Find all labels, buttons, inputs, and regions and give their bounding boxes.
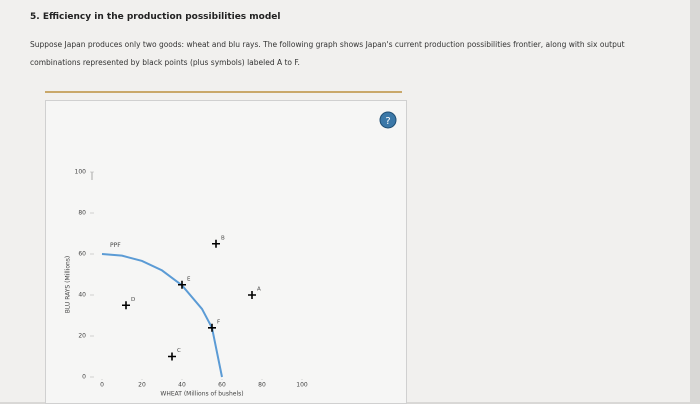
divider xyxy=(45,91,402,93)
help-button[interactable] xyxy=(379,111,397,129)
intro-text: Suppose Japan produces only two goods: w… xyxy=(30,40,625,67)
point-label: C xyxy=(177,348,181,354)
point xyxy=(248,291,256,299)
point-label: B xyxy=(221,235,225,241)
chart-box xyxy=(45,100,407,404)
x-axis-title: WHEAT (Millions of bushels) xyxy=(160,391,243,398)
point xyxy=(212,239,220,248)
x-tick-label: 0 xyxy=(100,382,104,389)
x-tick-label: 100 xyxy=(296,382,308,389)
ppf-curve xyxy=(101,253,223,378)
y-tick-label: 20 xyxy=(78,333,86,340)
point-label: D xyxy=(131,297,135,303)
point xyxy=(178,280,186,289)
point xyxy=(122,301,130,310)
point xyxy=(208,323,216,332)
point xyxy=(168,352,176,361)
point-label: E xyxy=(187,276,191,282)
curve-label: PPF xyxy=(110,242,121,249)
point-label: F xyxy=(217,319,220,325)
point-label: A xyxy=(257,287,261,293)
x-tick-label: 40 xyxy=(178,382,186,389)
y-tick-label: 40 xyxy=(78,292,86,299)
y-tick-label: 0 xyxy=(82,374,86,381)
x-tick-label: 20 xyxy=(138,382,146,389)
y-tick-label: 80 xyxy=(78,210,86,217)
help-icon[interactable]: ? xyxy=(385,116,390,127)
y-tick-label: 60 xyxy=(78,251,86,258)
x-tick-label: 80 xyxy=(258,382,266,389)
y-axis-title: BLU RAYS (Millions) xyxy=(65,256,72,314)
x-tick-label: 60 xyxy=(218,382,226,389)
y-tick-label: 100 xyxy=(75,169,87,176)
question-title: 5. Efficiency in the production possibil… xyxy=(30,12,281,22)
